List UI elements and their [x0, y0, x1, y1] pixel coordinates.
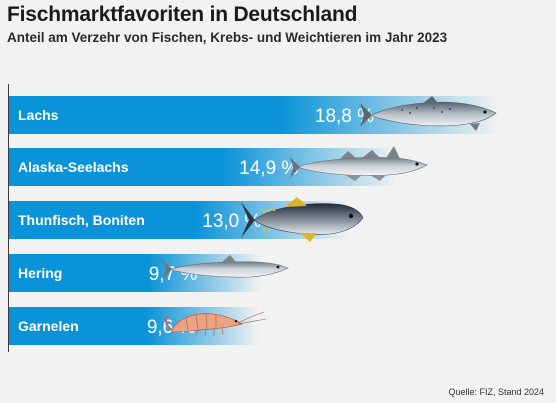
chart-title: Fischmarktfavoriten in Deutschland	[7, 3, 358, 26]
category-label-4: Garnelen	[18, 318, 79, 334]
chart-subtitle: Anteil am Verzehr von Fischen, Krebs- un…	[7, 30, 448, 45]
salmon-icon	[360, 96, 497, 131]
shrimp-icon	[164, 311, 267, 337]
bar-axis-line	[8, 84, 9, 352]
category-label-1: Alaska-Seelachs	[18, 159, 129, 175]
category-label-2: Thunfisch, Boniten	[18, 212, 145, 228]
pollock-icon	[290, 146, 428, 181]
value-label-1: 14,9 %	[239, 158, 298, 179]
herring-icon	[162, 255, 289, 280]
category-label-3: Hering	[18, 265, 62, 281]
category-label-0: Lachs	[18, 107, 59, 123]
source-note: Quelle: FIZ, Stand 2024	[448, 387, 544, 397]
value-label-0: 18,8 %	[315, 106, 374, 127]
tuna-icon	[241, 197, 364, 242]
